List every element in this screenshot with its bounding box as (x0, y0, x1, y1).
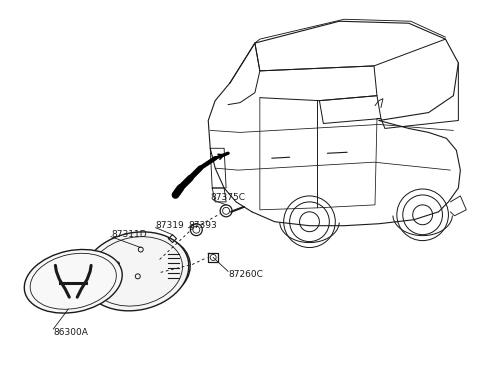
Ellipse shape (24, 249, 122, 313)
Text: 87393: 87393 (188, 221, 217, 230)
Polygon shape (79, 263, 95, 279)
Polygon shape (51, 283, 67, 299)
Polygon shape (51, 263, 67, 279)
Polygon shape (79, 283, 95, 299)
Text: 87260C: 87260C (228, 270, 263, 279)
Text: 87311D: 87311D (111, 230, 146, 239)
Text: 87319: 87319 (156, 221, 184, 230)
Text: 87375C: 87375C (210, 193, 245, 202)
Text: 86300A: 86300A (53, 328, 88, 337)
Ellipse shape (83, 232, 189, 311)
